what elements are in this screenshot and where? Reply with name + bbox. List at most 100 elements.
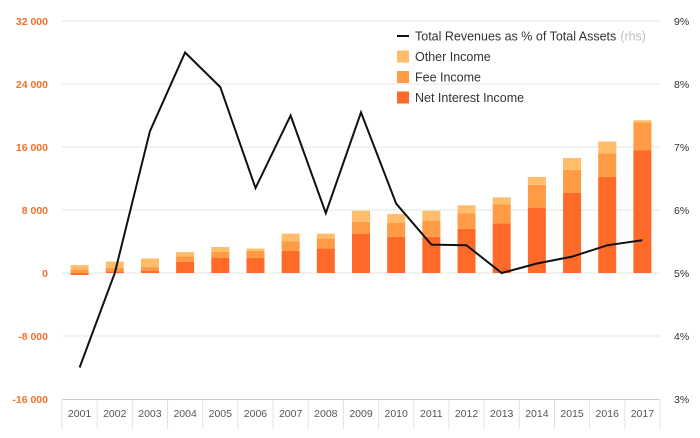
x-axis: [61, 399, 661, 429]
net-interest-income-bar: [140, 270, 159, 273]
fee-income-bar: [316, 238, 335, 249]
fee-income-bar: [387, 222, 406, 237]
net-interest-income-bar: [211, 258, 230, 273]
x-axis-tick-label: 2014: [525, 408, 549, 420]
x-axis-tick-label: 2016: [596, 408, 620, 420]
net-interest-income-bar: [281, 250, 300, 273]
legend-color-swatch: [397, 71, 409, 83]
net-interest-income-bar: [176, 261, 195, 273]
x-axis-tick-label: 2003: [138, 408, 162, 420]
x-axis-tick-label: 2006: [244, 408, 268, 420]
legend-color-swatch: [397, 91, 409, 104]
right-axis-tick-label: 4%: [674, 331, 689, 343]
gridlines: [62, 20, 660, 337]
x-axis-labels: 2001 2002 2003 2004 2005 2006 2007 2008 2009 2010…: [68, 408, 654, 420]
revenue-ratio-line-group: [78, 50, 643, 368]
right-axis-tick-label: 7%: [674, 142, 689, 154]
net-interest-income-bar: [457, 228, 476, 273]
fee-income-bar: [492, 204, 511, 224]
revenue-ratio-line: [78, 50, 643, 368]
right-axis-tick-label: 3%: [674, 394, 689, 406]
other-income-bar: [457, 205, 476, 214]
other-income-bar: [105, 261, 124, 268]
right-axis-tick-label: 5%: [674, 268, 689, 280]
legend-label-text: Other Income: [415, 50, 491, 64]
x-axis-tick-label: 2001: [68, 408, 92, 420]
legend-color-swatch: [397, 50, 409, 63]
x-axis-tick-label: 2015: [560, 408, 584, 420]
net-interest-income-bar: [246, 258, 265, 273]
x-axis-tick-label: 2017: [631, 408, 655, 420]
left-axis-tick-label: 0: [42, 268, 48, 280]
x-axis-tick-label: 2002: [103, 408, 127, 420]
fee-income-bar: [352, 221, 370, 234]
x-axis-tick-label: 2005: [209, 408, 233, 420]
left-axis-tick-label: 32 000: [16, 16, 48, 28]
left-y-axis: -16 000 -8 000 0 8 000 16 000 24 000 32 000: [12, 16, 48, 406]
right-axis-tick-label: 8%: [674, 79, 689, 91]
other-income-bar: [492, 197, 511, 205]
legend-label-text: Net Interest Income: [415, 91, 524, 105]
other-income-bar: [352, 210, 370, 222]
left-axis-tick-label: 8 000: [22, 205, 48, 217]
other-income-bar: [70, 265, 89, 270]
left-axis-tick-label: 16 000: [16, 142, 48, 154]
x-axis-tick-label: 2008: [314, 408, 338, 420]
other-income-bar: [527, 176, 546, 185]
other-income-bar: [176, 252, 195, 257]
left-axis-tick-label: 24 000: [16, 79, 48, 91]
legend-label: Net Interest Income: [415, 91, 524, 105]
other-income-bar: [387, 213, 406, 223]
right-y-axis: 3% 4% 5% 6% 7% 8% 9%: [674, 16, 689, 406]
left-axis-tick-label: -8 000: [18, 331, 48, 343]
fee-income-bar: [211, 251, 230, 259]
x-axis-tick-label: 2011: [420, 408, 443, 420]
net-interest-income-bar: [387, 236, 406, 273]
left-axis-tick-label: -16 000: [12, 394, 48, 406]
other-income-bar: [633, 120, 652, 123]
net-interest-income-bar: [633, 150, 652, 273]
other-income-bar: [246, 248, 265, 251]
fee-income-bar: [140, 267, 159, 271]
bars: [70, 120, 652, 275]
fee-income-bar: [176, 256, 195, 262]
other-income-bar: [140, 258, 159, 268]
other-income-bar: [316, 233, 335, 239]
x-axis-tick-label: 2009: [349, 408, 373, 420]
right-axis-tick-label: 9%: [674, 16, 689, 28]
fee-income-bar: [422, 221, 441, 237]
fee-income-bar: [633, 122, 652, 151]
legend-note: (rhs): [620, 30, 646, 44]
other-income-bar: [422, 210, 441, 222]
net-interest-income-bar: [70, 273, 89, 275]
x-axis-tick-label: 2004: [173, 408, 197, 420]
x-axis-tick-label: 2010: [384, 408, 408, 420]
fee-income-bar: [246, 250, 265, 259]
net-interest-income-bar: [492, 223, 511, 273]
other-income-bar: [598, 141, 617, 154]
legend-label-text: Total Revenues as % of Total Assets: [415, 30, 616, 44]
net-interest-income-bar: [316, 248, 335, 273]
fee-income-bar: [563, 169, 582, 193]
net-interest-income-bar: [352, 233, 370, 273]
right-axis-tick-label: 6%: [674, 205, 689, 217]
x-axis-tick-label: 2013: [490, 408, 514, 420]
legend-label: Other Income: [415, 50, 491, 64]
legend-label-text: Fee Income: [415, 71, 481, 85]
other-income-bar: [281, 233, 300, 242]
net-interest-income-bar: [598, 176, 617, 273]
net-interest-income-bar: [527, 207, 546, 273]
net-interest-income-bar: [563, 192, 582, 273]
fee-income-bar: [70, 269, 89, 273]
legend: Total Revenues as % of Total Assets (rhs)…: [397, 30, 646, 105]
fee-income-bar: [281, 241, 300, 251]
fee-income-bar: [527, 184, 546, 208]
fee-income-bar: [457, 213, 476, 229]
other-income-bar: [563, 158, 582, 170]
x-axis-tick-label: 2012: [455, 408, 479, 420]
legend-label: Fee Income: [415, 71, 481, 85]
net-interest-income-bar: [422, 236, 441, 273]
other-income-bar: [211, 247, 230, 252]
